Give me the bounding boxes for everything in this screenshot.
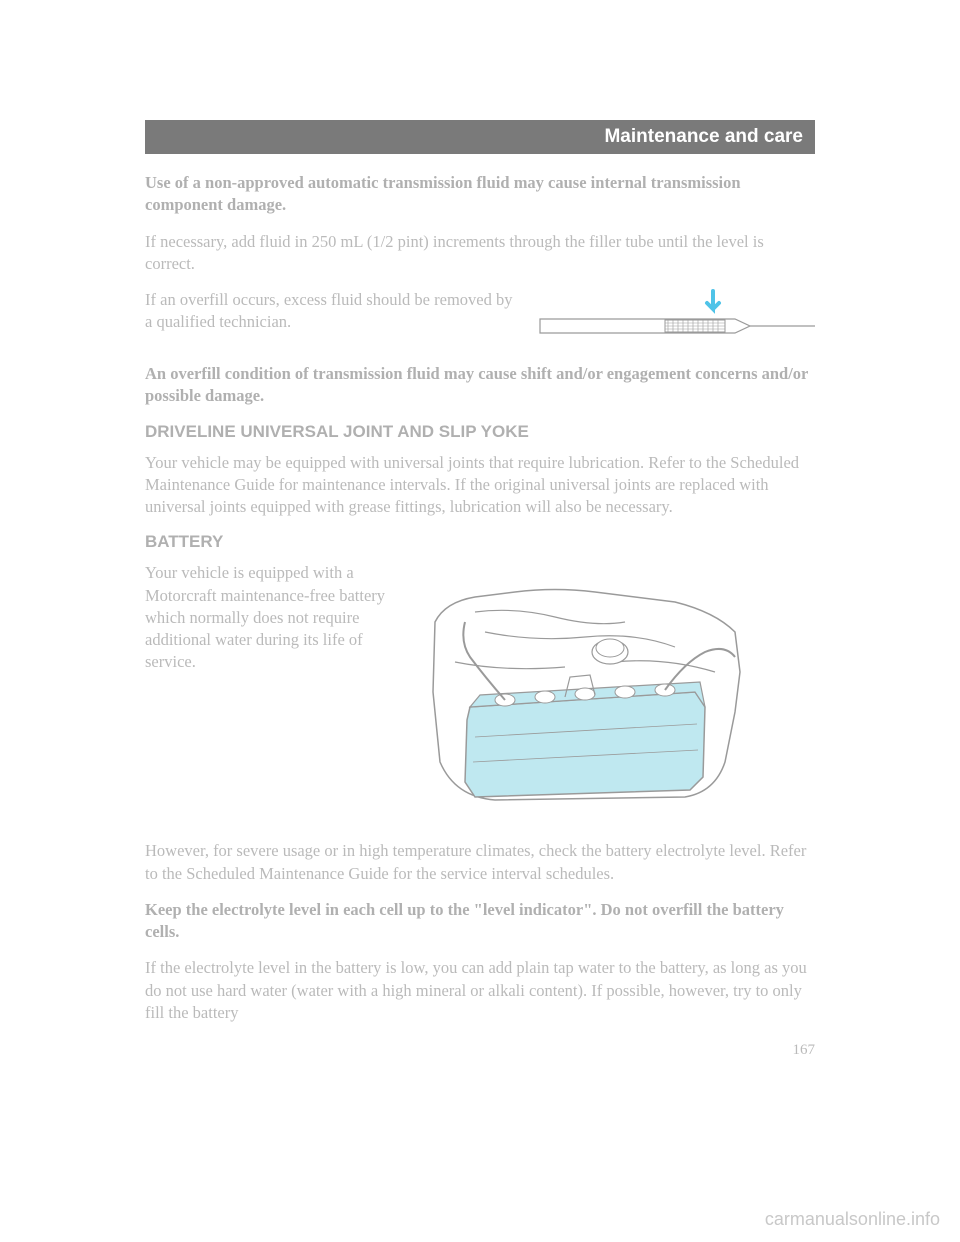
dipstick-illustration (535, 289, 815, 349)
battery-illustration (415, 562, 755, 822)
body-para-water: If the electrolyte level in the battery … (145, 957, 815, 1024)
body-para-overfill: If an overfill occurs, excess fluid shou… (145, 289, 515, 334)
dipstick-section: If an overfill occurs, excess fluid shou… (145, 289, 815, 349)
body-para-battery: Your vehicle is equipped with a Motorcra… (145, 562, 395, 673)
battery-section: Your vehicle is equipped with a Motorcra… (145, 562, 815, 822)
footer-url: carmanualsonline.info (765, 1209, 940, 1230)
page-number: 167 (145, 1042, 815, 1059)
heading-driveline: DRIVELINE UNIVERSAL JOINT AND SLIP YOKE (145, 422, 815, 442)
warning-para-1: Use of a non-approved automatic transmis… (145, 172, 815, 217)
warning-para-electrolyte: Keep the electrolyte level in each cell … (145, 899, 815, 944)
section-title: Maintenance and care (604, 126, 803, 147)
body-para-filler: If necessary, add fluid in 250 mL (1/2 p… (145, 231, 815, 276)
warning-para-2: An overfill condition of transmission fl… (145, 363, 815, 408)
body-para-driveline: Your vehicle may be equipped with univer… (145, 452, 815, 519)
manual-page: Maintenance and care Use of a non-approv… (0, 0, 960, 1119)
body-para-severe: However, for severe usage or in high tem… (145, 840, 815, 885)
section-header: Maintenance and care (145, 120, 815, 154)
heading-battery: BATTERY (145, 532, 815, 552)
